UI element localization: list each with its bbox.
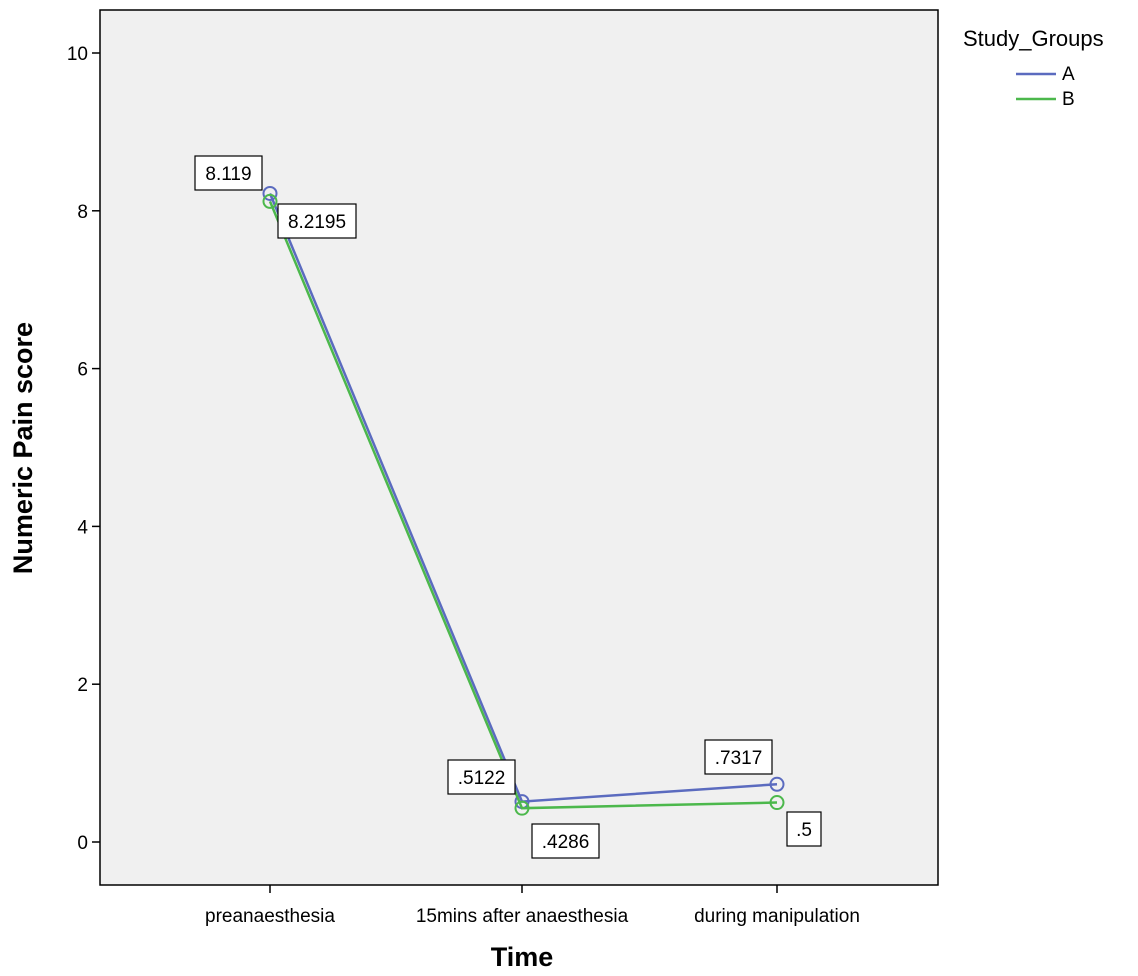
series-b-point (769, 795, 785, 811)
x-tick-label: during manipulation (694, 906, 860, 927)
series-b-point (514, 800, 530, 816)
y-tick-label: 8 (77, 202, 88, 223)
data-label-text: .5122 (458, 768, 506, 789)
data-label-text: 8.2195 (288, 212, 346, 233)
y-tick-label: 10 (67, 44, 88, 65)
data-label-text: .5 (796, 820, 812, 841)
x-tick-label: 15mins after anaesthesia (416, 906, 629, 927)
x-axis-title: Time (491, 942, 554, 972)
y-axis-ticks: 0 2 4 6 8 10 (67, 44, 100, 854)
series-a-point (262, 185, 278, 201)
series-layer (262, 185, 785, 816)
data-label-text: .7317 (715, 748, 763, 769)
data-label: .7317 (704, 739, 773, 775)
data-label-box (447, 759, 516, 795)
y-axis-title: Numeric Pain score (8, 322, 38, 574)
y-tick-label: 6 (77, 360, 88, 381)
data-label: 8.2195 (277, 203, 357, 239)
series-b-point (262, 193, 278, 209)
y-tick-label: 4 (77, 517, 88, 538)
data-labels-layer: 8.2195 .5122 .7317 8.119 .4286 .5 (194, 155, 822, 859)
data-label-box (786, 811, 822, 847)
legend-label: B (1062, 89, 1075, 110)
plot-area (99, 9, 939, 886)
series-line-b (268, 200, 778, 810)
data-label-text: 8.119 (205, 164, 251, 185)
data-label-box (194, 155, 263, 191)
x-tick-label: preanaesthesia (205, 906, 335, 927)
data-label-box (277, 203, 357, 239)
legend: Study_Groups AB (963, 26, 1104, 110)
legend-label: A (1062, 64, 1075, 85)
data-label: .5122 (447, 759, 516, 795)
series-a-point (769, 776, 785, 792)
legend-item-a: A (1016, 64, 1075, 85)
y-tick-label: 0 (77, 833, 88, 854)
legend-item-b: B (1016, 89, 1075, 110)
data-label-text: .4286 (542, 832, 590, 853)
data-label: .4286 (531, 823, 600, 859)
data-label: .5 (786, 811, 822, 847)
y-tick-label: 2 (77, 675, 88, 696)
legend-title: Study_Groups (963, 26, 1104, 51)
data-label-box (704, 739, 773, 775)
data-label: 8.119 (194, 155, 263, 191)
x-axis-ticks: preanaesthesia 15mins after anaesthesia du… (205, 885, 860, 927)
data-label-box (531, 823, 600, 859)
